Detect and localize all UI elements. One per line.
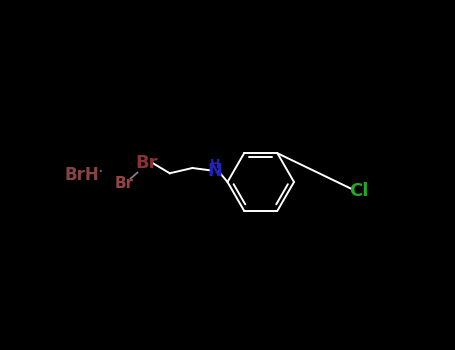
Text: N: N xyxy=(208,162,223,181)
Text: BrH: BrH xyxy=(65,166,100,184)
Text: Cl: Cl xyxy=(349,182,369,200)
Text: Br: Br xyxy=(136,154,158,172)
Text: ·: · xyxy=(97,163,103,181)
Text: Br: Br xyxy=(115,176,134,191)
Text: H: H xyxy=(210,158,220,171)
